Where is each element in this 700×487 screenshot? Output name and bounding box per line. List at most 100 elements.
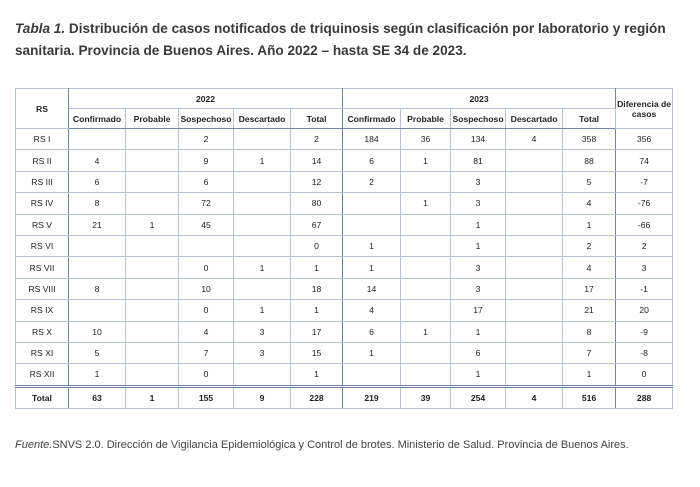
column-header: Probable	[125, 108, 179, 129]
table-row: RS I 2 2 184 36 134 4 358 356	[15, 127, 674, 151]
source-text: SNVS 2.0. Dirección de Vigilancia Epidem…	[52, 439, 629, 451]
cell: 5	[562, 170, 617, 194]
cell: 8	[562, 320, 617, 343]
cell: -76	[615, 192, 674, 215]
column-header: Sospechoso	[450, 108, 507, 129]
cell: 80	[289, 192, 344, 215]
cell	[125, 341, 179, 365]
cell: 14	[289, 149, 344, 172]
cell: 3	[615, 256, 674, 279]
cell: 74	[615, 149, 674, 172]
cell	[68, 256, 126, 279]
caption-label: Tabla 1.	[15, 21, 66, 36]
cell: 1	[125, 384, 179, 410]
cell: 88	[562, 149, 617, 172]
cell: 1	[68, 363, 126, 387]
cell: 4	[178, 320, 234, 343]
cell	[233, 213, 291, 236]
cell	[400, 277, 452, 301]
cell: 10	[68, 320, 126, 343]
diff-header: Diferencia de casos	[615, 88, 674, 129]
cell	[233, 127, 291, 151]
cell	[400, 363, 452, 387]
cell: 3	[233, 341, 291, 365]
cell: -1	[615, 277, 674, 301]
cell: 21	[68, 213, 126, 236]
cell: 4	[505, 384, 564, 410]
row-header: RS XI	[15, 341, 69, 365]
cell: 0	[178, 256, 234, 279]
cell: 36	[400, 127, 452, 151]
cell: 39	[400, 384, 452, 410]
cell	[505, 149, 564, 172]
cell: 184	[342, 127, 402, 151]
cell: 17	[450, 299, 507, 322]
row-header: RS XII	[15, 363, 69, 387]
cell: 1	[450, 320, 507, 343]
cell: 1	[289, 256, 344, 279]
cell: 9	[233, 384, 291, 410]
cell	[400, 170, 452, 194]
row-header: RS II	[15, 149, 69, 172]
cell: 4	[68, 149, 126, 172]
cell: 1	[289, 363, 344, 387]
cell: 81	[450, 149, 507, 172]
cell: 5	[68, 341, 126, 365]
cell: 2	[178, 127, 234, 151]
cell: 0	[615, 363, 674, 387]
row-header: RS I	[15, 127, 69, 151]
column-header: Confirmado	[68, 108, 126, 129]
table-row: RS III 6 6 12 2 3 5 -7	[15, 170, 674, 194]
cell	[125, 320, 179, 343]
cell	[400, 299, 452, 322]
cell: 6	[450, 341, 507, 365]
cell: 1	[400, 320, 452, 343]
cell: 1	[233, 149, 291, 172]
cell	[233, 234, 291, 258]
cell: 6	[178, 170, 234, 194]
cell	[505, 170, 564, 194]
cell: 4	[505, 127, 564, 151]
cell: 20	[615, 299, 674, 322]
row-header: RS X	[15, 320, 69, 343]
cell	[400, 256, 452, 279]
column-header: Probable	[400, 108, 452, 129]
cell: 1	[450, 363, 507, 387]
table-row: RS X 10 4 3 17 6 1 1 8 -9	[15, 320, 674, 343]
cell: -9	[615, 320, 674, 343]
data-table: RS 2022 2023 Diferencia de casos Confirmado P…	[15, 88, 674, 410]
cell	[342, 363, 402, 387]
cell: 3	[450, 277, 507, 301]
cell: 1	[342, 256, 402, 279]
cell	[342, 213, 402, 236]
cell	[233, 277, 291, 301]
cell	[233, 192, 291, 215]
cell: 14	[342, 277, 402, 301]
cell	[505, 192, 564, 215]
cell: 8	[68, 277, 126, 301]
cell: 2	[289, 127, 344, 151]
cell	[400, 234, 452, 258]
cell	[178, 234, 234, 258]
cell	[342, 192, 402, 215]
cell: 1	[562, 213, 617, 236]
cell: 0	[178, 299, 234, 322]
cell	[68, 234, 126, 258]
cell	[125, 299, 179, 322]
cell: 134	[450, 127, 507, 151]
caption-text: Distribución de casos notificados de tri…	[15, 21, 666, 58]
table-row: RS II 4 9 1 14 6 1 81 88 74	[15, 149, 674, 172]
cell	[125, 192, 179, 215]
column-header: Confirmado	[342, 108, 402, 129]
cell	[125, 170, 179, 194]
cell: 21	[562, 299, 617, 322]
cell: 72	[178, 192, 234, 215]
cell: 2	[342, 170, 402, 194]
cell: 3	[450, 192, 507, 215]
cell: 4	[342, 299, 402, 322]
cell: 17	[289, 320, 344, 343]
cell	[505, 320, 564, 343]
column-header: Descartado	[233, 108, 291, 129]
cell: 219	[342, 384, 402, 410]
caption: Tabla 1. Distribución de casos notificad…	[15, 18, 685, 62]
